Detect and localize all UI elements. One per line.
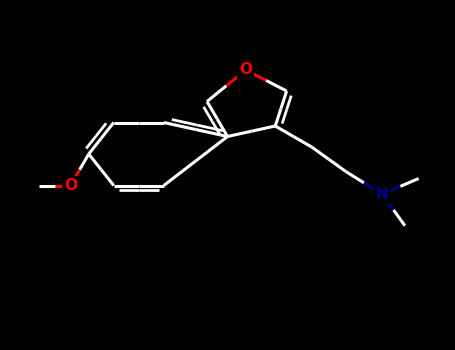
Text: O: O <box>239 63 252 77</box>
Text: N: N <box>376 187 389 202</box>
Text: O: O <box>64 178 77 193</box>
